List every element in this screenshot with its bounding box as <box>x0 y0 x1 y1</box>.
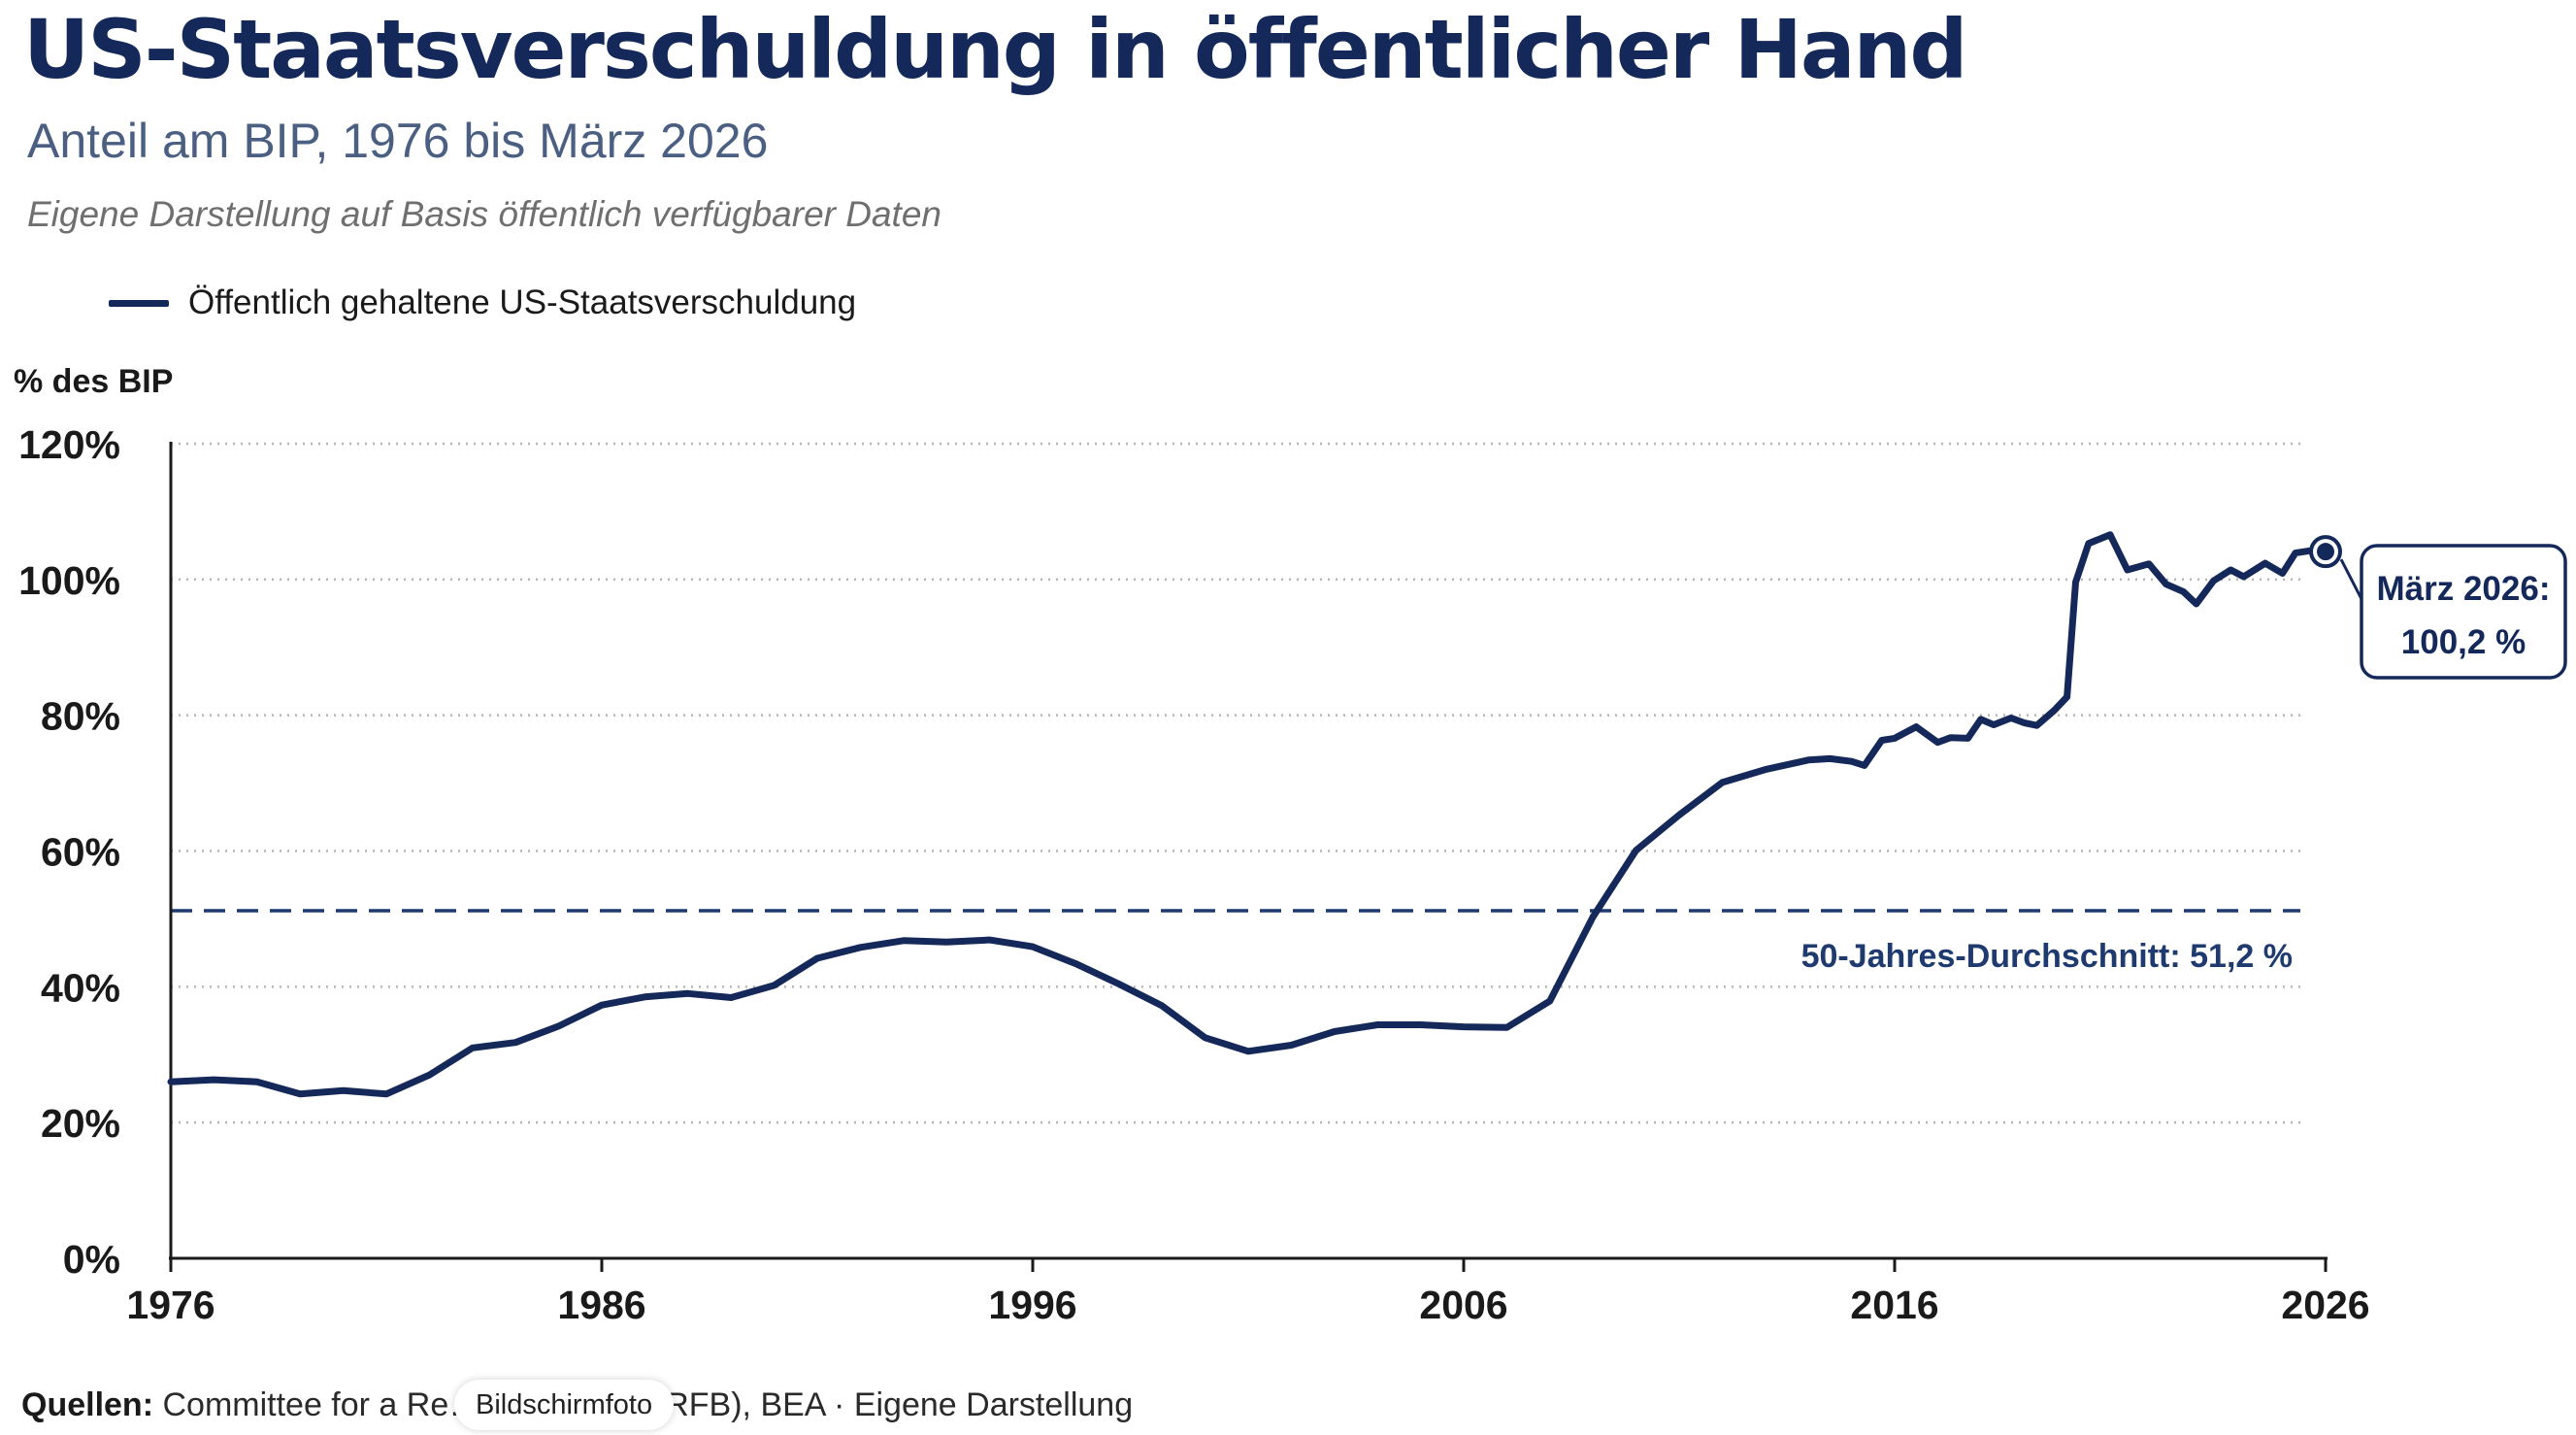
series-line <box>167 531 2329 1098</box>
y-tick-label-60: 60% <box>41 830 120 875</box>
y-tick-label-40: 40% <box>41 965 120 1010</box>
screenshot-badge[interactable]: Bildschirmfoto <box>454 1380 675 1430</box>
y-tick-label-20: 20% <box>41 1101 120 1146</box>
callout-box <box>2360 544 2567 680</box>
average-label: 50-Jahres-Durchschnitt: 51,2 % <box>1801 938 2293 975</box>
legend-swatch <box>109 299 169 307</box>
source-label: Quellen: <box>21 1386 154 1423</box>
axes: 0% 20% 40% 60% 80% 100% 120% 1976 1986 1996 2006 20… <box>18 422 2369 1327</box>
y-tick-label-100: 100% <box>18 558 120 603</box>
x-tick-label-2006: 2006 <box>1419 1283 1507 1327</box>
y-axis-label: % des BIP <box>14 363 174 400</box>
y-tick-label-120: 120% <box>18 422 120 467</box>
callout-line-1: März 2026: <box>2377 570 2551 608</box>
x-tick-label-1986: 1986 <box>557 1283 645 1327</box>
y-tick-label-80: 80% <box>41 694 120 739</box>
line-chart: 50-Jahres-Durchschnitt: 51,2 % 0% 20% 40% 6… <box>18 422 2567 1327</box>
endpoint-marker-dot <box>2317 543 2334 561</box>
x-tick-label-1976: 1976 <box>126 1283 215 1327</box>
x-tick-label-2016: 2016 <box>1850 1283 1938 1327</box>
series-group <box>167 531 2329 1098</box>
chart-title: US-Staatsverschuldung in öffentlicher Ha… <box>23 2 1967 97</box>
reference-line-group: 50-Jahres-Durchschnitt: 51,2 % <box>171 909 2300 975</box>
callout-line-2: 100,2 % <box>2401 623 2526 661</box>
callout-group: März 2026: 100,2 % <box>2309 535 2567 680</box>
callout-connector <box>2339 558 2363 600</box>
grid-lines <box>171 442 2300 1124</box>
legend-entry: Öffentlich gehaltene US-Staatsverschuldu… <box>188 284 857 321</box>
x-tick-label-1996: 1996 <box>988 1283 1076 1327</box>
y-tick-label-0: 0% <box>63 1237 120 1282</box>
legend: Öffentlich gehaltene US-Staatsverschuldu… <box>109 284 856 322</box>
x-tick-label-2026: 2026 <box>2281 1283 2369 1327</box>
chart-subtitle: Anteil am BIP, 1976 bis März 2026 <box>27 114 769 168</box>
chart-note: Eigene Darstellung auf Basis öffentlich … <box>27 194 941 234</box>
